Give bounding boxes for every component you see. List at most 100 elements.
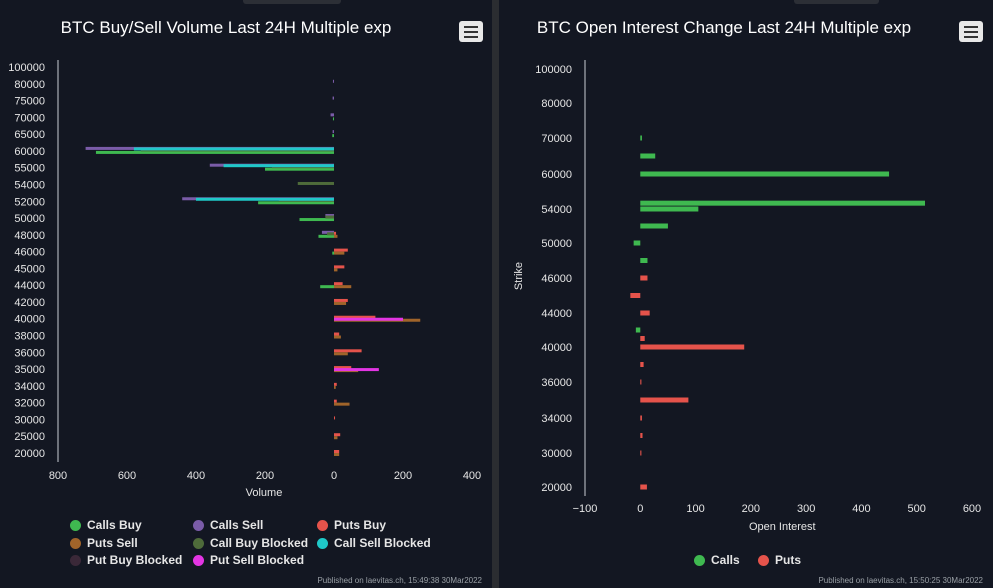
y-tick-label: 25000 bbox=[14, 431, 45, 443]
bar-calls-buy bbox=[258, 201, 334, 205]
bar-calls-sell bbox=[332, 79, 334, 83]
y-tick-label: 80000 bbox=[541, 98, 572, 110]
bar-puts-buy bbox=[334, 248, 348, 252]
x-tick-label: 400 bbox=[852, 503, 870, 515]
y-tick-label: 35000 bbox=[14, 364, 45, 376]
y-tick-label: 50000 bbox=[14, 213, 45, 225]
y-tick-label: 36000 bbox=[541, 377, 572, 389]
bar-puts-buy bbox=[334, 282, 343, 286]
y-tick-label: 54000 bbox=[541, 204, 572, 216]
y-tick-label: 80000 bbox=[14, 79, 45, 91]
y-tick-label: 45000 bbox=[14, 263, 45, 275]
bar-calls-buy bbox=[265, 167, 334, 171]
x-tick-label: 800 bbox=[49, 470, 67, 482]
bar-calls-sell bbox=[330, 113, 334, 117]
legend-item-puts-sell[interactable]: Puts Sell bbox=[70, 536, 138, 550]
legend-item-calls[interactable]: Calls bbox=[694, 553, 740, 567]
bar-puts-buy bbox=[334, 433, 341, 437]
legend-label: Call Buy Blocked bbox=[210, 536, 309, 550]
y-tick-label: 75000 bbox=[14, 96, 45, 108]
y-tick-label: 60000 bbox=[14, 146, 45, 158]
open-interest-chart-panel: BTC Open Interest Change Last 24H Multip… bbox=[499, 0, 993, 588]
bar-call-buy-blocked bbox=[325, 215, 334, 219]
bar-calls bbox=[640, 135, 642, 141]
legend-marker-icon bbox=[193, 537, 204, 549]
x-tick-label: 0 bbox=[637, 503, 643, 515]
y-tick-label: 60000 bbox=[541, 169, 572, 181]
bar-puts-buy bbox=[334, 315, 376, 319]
bar-calls bbox=[633, 240, 641, 246]
bar-calls-buy bbox=[332, 134, 334, 138]
bar-call-sell-blocked bbox=[133, 147, 334, 151]
legend-item-calls-sell[interactable]: Calls Sell bbox=[193, 518, 263, 532]
bar-puts-sell bbox=[334, 453, 340, 456]
legend-marker-icon bbox=[758, 554, 769, 566]
chart-credit: Published on laevitas.ch, 15:50:25 30Mar… bbox=[818, 576, 983, 585]
y-tick-label: 48000 bbox=[14, 230, 45, 242]
bar-puts-buy bbox=[334, 349, 362, 353]
legend-item-calls-buy[interactable]: Calls Buy bbox=[70, 518, 142, 532]
y-tick-label: 38000 bbox=[14, 331, 45, 343]
bar-calls-buy bbox=[332, 117, 334, 121]
bar-puts-sell bbox=[334, 251, 345, 255]
y-tick-label: 40000 bbox=[541, 342, 572, 354]
bar-puts-sell bbox=[334, 436, 338, 440]
legend-item-call-sell-blocked[interactable]: Call Sell Blocked bbox=[317, 536, 431, 550]
legend-marker-icon bbox=[70, 554, 81, 566]
hamburger-menu-icon bbox=[464, 25, 478, 28]
hamburger-menu-icon bbox=[964, 25, 978, 28]
bar-puts-buy bbox=[334, 265, 345, 269]
legend-item-put-sell-blocked[interactable]: Put Sell Blocked bbox=[193, 553, 304, 567]
bar-calls-buy bbox=[332, 251, 334, 255]
y-tick-label: 20000 bbox=[541, 482, 572, 494]
legend-label: Calls Sell bbox=[210, 518, 264, 532]
open-interest-chart-plot: 100000 80000 70000 60000 54000 50000 46000 4400… bbox=[513, 60, 981, 533]
x-tick-label: 400 bbox=[463, 470, 481, 482]
legend-marker-icon bbox=[70, 519, 81, 531]
y-tick-label: 46000 bbox=[14, 247, 45, 259]
legend-label: Puts Sell bbox=[87, 536, 138, 550]
bar-puts-sell bbox=[334, 268, 338, 272]
panel-tab-handle bbox=[243, 0, 341, 4]
open-interest-chart-title: BTC Open Interest Change Last 24H Multip… bbox=[536, 18, 912, 37]
legend-item-put-buy-blocked[interactable]: Put Buy Blocked bbox=[70, 553, 182, 567]
legend-marker-icon bbox=[193, 519, 204, 531]
bar-calls bbox=[640, 153, 656, 159]
bar-puts-sell bbox=[334, 285, 352, 289]
bar-puts bbox=[640, 362, 644, 367]
bar-put-sell-blocked bbox=[334, 317, 403, 321]
x-tick-label: −100 bbox=[573, 503, 598, 515]
legend-marker-icon bbox=[70, 537, 81, 549]
y-tick-label: 52000 bbox=[14, 196, 45, 208]
bar-puts-buy bbox=[334, 399, 337, 403]
x-tick-label: 200 bbox=[256, 470, 274, 482]
bar-calls-buy bbox=[95, 150, 334, 154]
bar-puts bbox=[640, 336, 645, 341]
bar-puts-buy bbox=[334, 382, 337, 386]
legend-item-puts-buy[interactable]: Puts Buy bbox=[317, 518, 386, 532]
bar-puts bbox=[630, 293, 641, 298]
y-tick-label: 54000 bbox=[14, 179, 45, 191]
chart-menu-button[interactable] bbox=[459, 21, 483, 42]
y-tick-label: 30000 bbox=[14, 414, 45, 426]
bar-puts bbox=[640, 415, 642, 421]
bar-puts bbox=[640, 397, 689, 403]
y-tick-label: 70000 bbox=[541, 133, 572, 145]
bar-call-buy-blocked bbox=[327, 232, 334, 236]
x-tick-label: 0 bbox=[331, 470, 337, 482]
y-tick-label: 44000 bbox=[14, 280, 45, 292]
bar-puts-buy bbox=[334, 231, 337, 235]
legend-marker-icon bbox=[317, 537, 328, 549]
legend-item-puts[interactable]: Puts bbox=[758, 553, 801, 567]
chart-menu-button[interactable] bbox=[959, 21, 983, 42]
volume-chart-plot: 100000 80000 75000 70000 65000 60000 55000 5400… bbox=[8, 60, 481, 499]
chart-credit: Published on laevitas.ch, 15:49:38 30Mar… bbox=[317, 576, 482, 585]
y-tick-label: 65000 bbox=[14, 129, 45, 141]
bar-puts bbox=[640, 484, 647, 490]
x-tick-label: 200 bbox=[742, 503, 760, 515]
y-tick-label: 44000 bbox=[541, 308, 572, 320]
legend-item-call-buy-blocked[interactable]: Call Buy Blocked bbox=[193, 536, 308, 550]
bar-puts bbox=[640, 379, 642, 385]
x-tick-label: 300 bbox=[797, 503, 815, 515]
legend-marker-icon bbox=[317, 519, 328, 531]
